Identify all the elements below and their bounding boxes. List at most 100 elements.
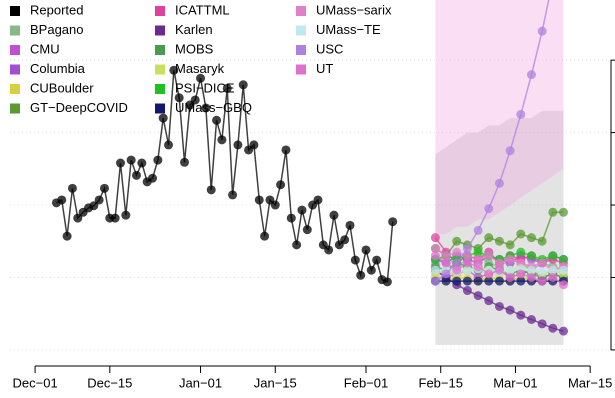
legend-label: UMass−TE bbox=[316, 22, 381, 37]
reported-point bbox=[382, 277, 392, 287]
reported-point bbox=[292, 240, 302, 250]
forecast-point bbox=[484, 251, 494, 261]
forecast-point bbox=[516, 247, 526, 257]
forecast-point bbox=[441, 251, 451, 261]
reported-point bbox=[324, 245, 334, 255]
reported-point bbox=[158, 113, 168, 123]
forecast-point bbox=[473, 276, 483, 286]
axes: Dec−01 Dec−15 Jan−01 Jan−15 Feb−01 Feb−15 Mar−… bbox=[13, 59, 615, 390]
forecast-point bbox=[505, 265, 515, 275]
legend-label: Masaryk bbox=[175, 61, 225, 76]
forecast-point bbox=[526, 265, 536, 275]
x-tick-label: Dec−01 bbox=[13, 375, 58, 390]
reported-point bbox=[233, 140, 243, 150]
x-tick-label: Mar−15 bbox=[568, 375, 612, 390]
reported-point bbox=[356, 270, 366, 280]
x-tick-label: Jan−01 bbox=[179, 375, 222, 390]
forecast-point bbox=[548, 251, 558, 261]
legend-swatch bbox=[155, 103, 165, 114]
forecast-point bbox=[430, 244, 440, 253]
legend-swatch bbox=[10, 103, 20, 114]
forecast-point bbox=[537, 258, 547, 268]
forecast-point bbox=[505, 254, 515, 264]
reported-point bbox=[212, 115, 222, 125]
forecast-point bbox=[558, 265, 568, 275]
forecast-point bbox=[484, 276, 494, 286]
reported-point bbox=[350, 255, 360, 265]
forecast-point bbox=[441, 269, 451, 279]
x-tick-label: Feb−15 bbox=[419, 375, 463, 390]
reported-point bbox=[366, 265, 376, 275]
forecast-point bbox=[516, 229, 526, 239]
reported-point bbox=[249, 140, 259, 150]
reported-point bbox=[206, 185, 216, 195]
forecast-point bbox=[516, 310, 526, 320]
legend-swatch bbox=[10, 64, 20, 75]
forecast-point bbox=[494, 301, 504, 311]
reported-point bbox=[196, 73, 206, 83]
legend-swatch bbox=[10, 25, 20, 36]
legend-swatch bbox=[155, 45, 165, 55]
forecast-point bbox=[558, 326, 568, 336]
forecast-point bbox=[526, 272, 536, 282]
reported-point bbox=[62, 231, 72, 241]
legend-label: Karlen bbox=[175, 22, 213, 37]
reported-point bbox=[254, 195, 264, 205]
forecast-point bbox=[537, 267, 547, 277]
forecast-point bbox=[505, 146, 515, 156]
forecast-point bbox=[505, 305, 515, 315]
legend-label: BPagano bbox=[30, 22, 84, 37]
reported-point bbox=[180, 157, 190, 167]
legend-label: GT−DeepCOVID bbox=[30, 100, 128, 115]
legend-swatch bbox=[296, 25, 306, 36]
forecast-point bbox=[548, 207, 558, 217]
reported-point bbox=[238, 80, 248, 90]
legend-swatch bbox=[296, 45, 306, 55]
forecast-point bbox=[526, 251, 536, 261]
reported-point bbox=[270, 200, 280, 210]
forecast-point bbox=[430, 265, 440, 275]
reported-point bbox=[260, 231, 270, 241]
legend-label: UMass−GBQ bbox=[175, 100, 252, 115]
forecast-point bbox=[558, 254, 568, 264]
forecast-point bbox=[441, 258, 451, 268]
forecast-point bbox=[473, 247, 483, 257]
x-tick-label: Mar−01 bbox=[493, 375, 537, 390]
legend-label: PSI−DICE bbox=[175, 80, 235, 95]
legend-swatch bbox=[155, 64, 165, 75]
forecast-point bbox=[430, 251, 440, 261]
reported-point bbox=[361, 245, 371, 255]
legend-label: Columbia bbox=[30, 61, 86, 76]
reported-point bbox=[340, 235, 350, 245]
forecast-point bbox=[484, 204, 494, 214]
forecast-point bbox=[537, 236, 547, 246]
forecast-point bbox=[516, 276, 526, 286]
legend-swatch bbox=[10, 84, 20, 94]
forecast-point bbox=[452, 258, 462, 268]
forecast-point bbox=[452, 236, 462, 246]
forecast-point bbox=[484, 269, 494, 279]
forecast-point bbox=[526, 315, 536, 324]
forecast-point bbox=[505, 240, 515, 250]
reported-point bbox=[201, 103, 211, 113]
reported-point bbox=[174, 93, 184, 103]
forecast-point bbox=[558, 207, 568, 217]
reported-point bbox=[148, 173, 158, 183]
legend-label: CUBoulder bbox=[30, 80, 94, 95]
reported-point bbox=[94, 195, 104, 205]
forecast-point bbox=[473, 254, 483, 264]
forecast-point bbox=[494, 258, 504, 268]
reported-point bbox=[281, 145, 291, 155]
reported-point bbox=[89, 201, 99, 211]
forecast-point bbox=[452, 247, 462, 257]
reported-point bbox=[57, 195, 67, 205]
x-tick-label: Jan−15 bbox=[254, 375, 297, 390]
legend-label: Reported bbox=[30, 2, 83, 17]
reported-point bbox=[115, 158, 125, 168]
reported-point bbox=[110, 213, 120, 223]
reported-point bbox=[153, 155, 163, 165]
reported-point bbox=[190, 95, 200, 105]
forecast-point bbox=[462, 265, 472, 275]
forecast-point bbox=[441, 276, 451, 286]
